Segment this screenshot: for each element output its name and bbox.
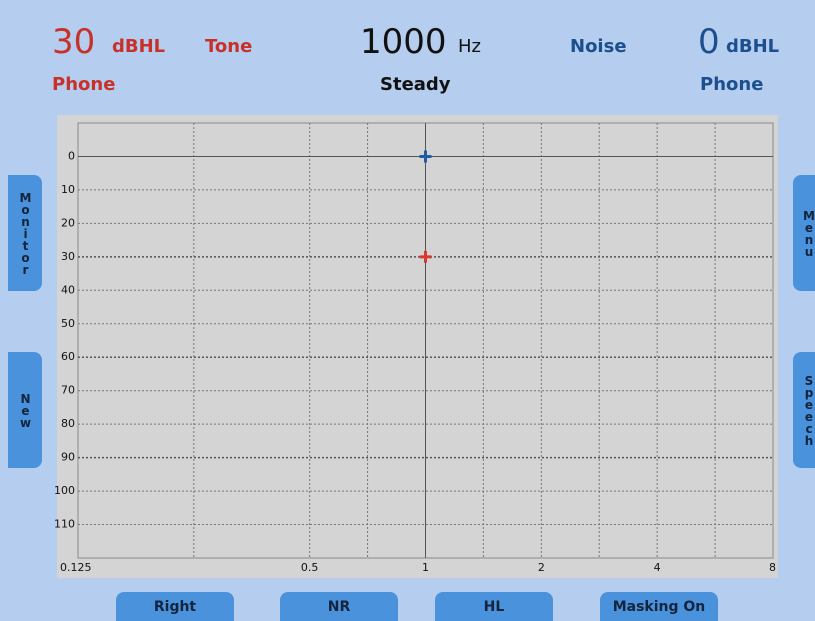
x-tick-label: 0.5 <box>301 561 319 574</box>
x-tick-label: 0.125 <box>60 561 92 574</box>
new-button[interactable]: New <box>8 352 42 468</box>
chart-panel <box>57 115 778 578</box>
noise-level: 0 <box>698 22 720 62</box>
y-tick-label: 50 <box>61 317 75 330</box>
y-tick-label: 70 <box>61 384 75 397</box>
y-tick-label: 110 <box>54 518 75 531</box>
marker <box>419 150 432 163</box>
frequency-unit: Hz <box>458 36 481 57</box>
noise-transducer: Phone <box>700 74 764 95</box>
y-tick-label: 90 <box>61 451 75 464</box>
y-tick-label: 60 <box>61 350 75 363</box>
speech-button[interactable]: Speech <box>793 352 815 468</box>
stimulus: Tone <box>205 36 253 57</box>
y-tick-label: 0 <box>68 149 75 162</box>
masking-button[interactable]: Masking On <box>600 592 718 621</box>
noise-label: Noise <box>570 36 627 57</box>
y-tick-label: 20 <box>61 216 75 229</box>
tone-transducer: Phone <box>52 74 116 95</box>
button-label: Menu <box>802 209 815 257</box>
nr-button[interactable]: NR <box>280 592 398 621</box>
y-tick-label: 80 <box>61 417 75 430</box>
mode: Steady <box>380 74 451 95</box>
ear-button[interactable]: Right <box>116 592 234 621</box>
button-label: Monitor <box>18 191 33 275</box>
hl-button[interactable]: HL <box>435 592 553 621</box>
y-tick-label: 10 <box>61 183 75 196</box>
x-tick-label: 4 <box>654 561 661 574</box>
x-tick-label: 1 <box>422 561 429 574</box>
monitor-button[interactable]: Monitor <box>8 175 42 291</box>
marker <box>419 250 432 263</box>
button-label: New <box>18 392 33 428</box>
menu-button[interactable]: Menu <box>793 175 815 291</box>
y-tick-label: 30 <box>61 250 75 263</box>
tone-unit: dBHL <box>112 36 166 57</box>
x-tick-label: 8 <box>769 561 776 574</box>
x-tick-label: 2 <box>538 561 545 574</box>
tone-level: 30 <box>52 22 96 62</box>
y-tick-label: 100 <box>54 484 75 497</box>
noise-unit: dBHL <box>726 36 780 57</box>
button-label: Speech <box>802 374 815 446</box>
frequency: 1000 <box>360 22 447 62</box>
y-tick-label: 40 <box>61 283 75 296</box>
